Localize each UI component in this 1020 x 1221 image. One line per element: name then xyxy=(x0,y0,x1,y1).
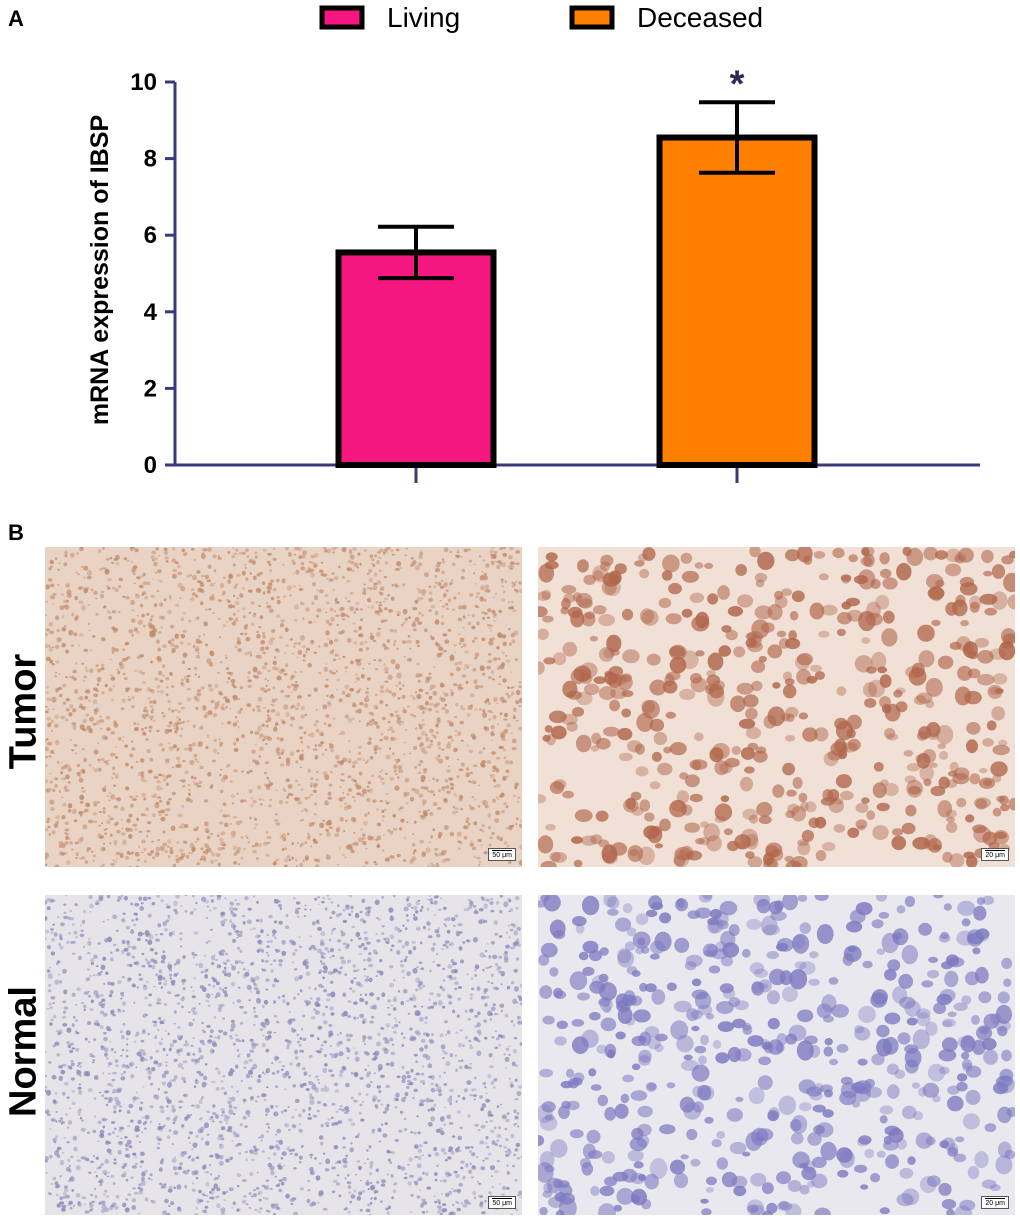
ihc-normal-high-mag-image: 20 μm xyxy=(538,895,1015,1215)
y-tick-label: 6 xyxy=(144,222,157,249)
ihc-tumor-high-mag-image: 20 μm xyxy=(538,547,1015,867)
row-label-normal: Normal xyxy=(2,986,45,1117)
panel-label-b: B xyxy=(8,520,24,545)
scale-bar: 20 μm xyxy=(981,848,1009,861)
bar-chart: Living Deceased 0 2 4 6 8 10 * mRNA expression… xyxy=(86,2,980,483)
legend-swatch xyxy=(319,5,365,30)
legend-label: Living xyxy=(387,2,460,33)
ihc-normal-low-mag-image: 50 μm xyxy=(45,895,522,1215)
bar-living xyxy=(335,249,497,468)
y-tick-label: 8 xyxy=(144,146,157,173)
bar-deceased xyxy=(656,134,818,468)
y-tick-label: 10 xyxy=(130,69,157,96)
ihc-tumor-low-mag-image: 50 μm xyxy=(45,547,522,867)
y-axis-label: mRNA expression of IBSP xyxy=(86,115,114,425)
scale-bar: 50 μm xyxy=(488,1196,516,1209)
legend-label: Deceased xyxy=(637,2,763,33)
scale-bar: 20 μm xyxy=(981,1196,1009,1209)
legend: Living Deceased xyxy=(319,2,763,33)
panel-label-a: A xyxy=(8,6,24,31)
tissue-texture xyxy=(538,895,1015,1215)
axes: 0 2 4 6 8 10 xyxy=(130,69,980,483)
scale-bar: 50 μm xyxy=(488,848,516,861)
tissue-texture xyxy=(538,547,1015,867)
legend-swatch xyxy=(569,5,615,30)
tissue-texture xyxy=(45,547,522,867)
row-label-tumor: Tumor xyxy=(2,653,45,770)
bars: * xyxy=(335,63,818,468)
y-tick-label: 2 xyxy=(144,375,157,402)
significance-mark: * xyxy=(730,63,745,105)
tissue-texture xyxy=(45,895,522,1215)
y-tick-label: 0 xyxy=(144,452,157,479)
y-tick-label: 4 xyxy=(144,299,158,326)
